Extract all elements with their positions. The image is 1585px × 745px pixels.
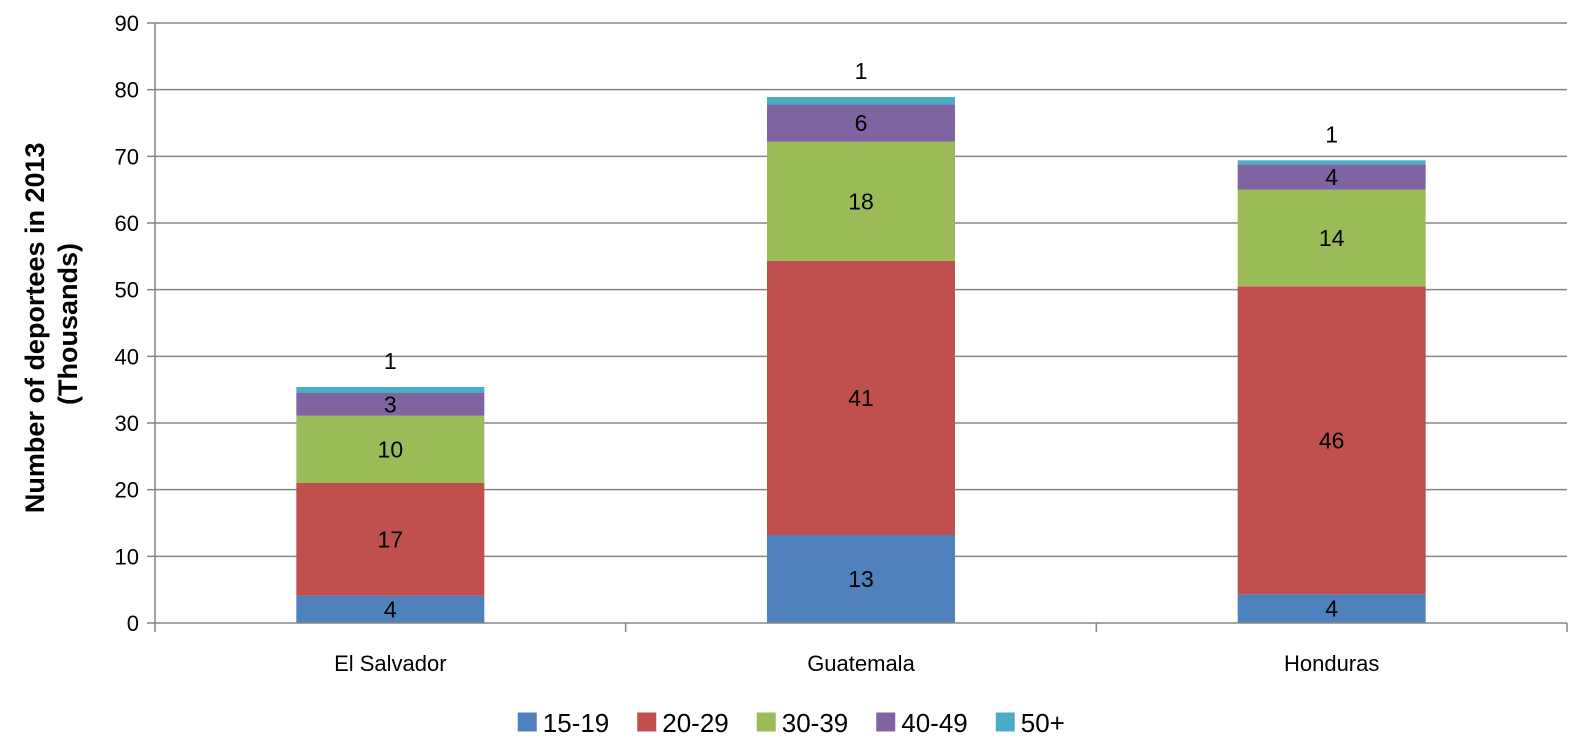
bar-segment [1237,286,1426,595]
bar-segment [767,104,955,142]
data-label: 1 [855,58,868,84]
legend-label: 15-19 [543,708,610,738]
category-label: Guatemala [807,651,915,676]
legend-label: 40-49 [901,708,968,738]
legend-label: 50+ [1021,708,1065,738]
bar-segment [296,387,485,393]
y-axis-label-line-1: Number of deportees in 2013 [20,142,50,513]
y-tick-label: 30 [115,411,139,436]
axes [147,22,1568,632]
legend-swatch [637,712,657,732]
legend-swatch [876,712,896,732]
bar-segment [1237,164,1426,190]
data-label: 41 [848,385,874,411]
y-tick-label: 0 [127,611,139,636]
data-label: 4 [384,596,397,622]
bar-segment [1237,189,1426,287]
legend: 15-19 20-29 30-39 40-49 50+ [517,708,1065,738]
bar-segment [767,261,955,535]
bars [296,97,1426,623]
data-label: 46 [1319,427,1345,453]
y-tick-label: 40 [115,344,139,369]
bar-segment [767,141,955,261]
y-axis-label-line-2: (Thousands) [53,243,83,405]
category-label: Honduras [1284,651,1379,676]
legend-swatch [995,712,1015,732]
data-label: 6 [855,110,868,136]
data-label: 1 [1325,121,1338,147]
data-label: 3 [384,391,397,417]
bar-segment [296,483,485,596]
bar-segment [767,97,955,105]
data-label: 14 [1319,225,1345,251]
y-axis-label: Number of deportees in 2013 (Thousands) [20,135,83,513]
y-tick-label: 10 [115,544,139,569]
data-label: 13 [848,566,874,592]
data-label: 10 [378,436,404,462]
bar-segment [1237,594,1426,623]
bar-segment [1237,160,1426,165]
bar-segment [767,535,955,623]
legend-swatch [756,712,776,732]
y-tick-label: 80 [115,78,139,103]
bar-segment [296,595,485,623]
bar-segment [296,415,485,483]
legend-label: 30-39 [782,708,849,738]
category-label: El Salvador [334,651,447,676]
y-tick-label: 90 [115,11,139,36]
legend-swatch [517,712,537,732]
legend-label: 20-29 [662,708,729,738]
data-label: 18 [848,188,874,214]
data-label: 1 [384,348,397,374]
y-tick-label: 20 [115,478,139,503]
y-tick-labels: 0 10 20 30 40 50 60 70 80 90 [115,11,139,636]
y-tick-label: 60 [115,211,139,236]
y-tick-label: 50 [115,278,139,303]
data-label: 4 [1325,164,1338,190]
data-label: 4 [1325,596,1338,622]
y-tick-label: 70 [115,144,139,169]
bar-segment [296,393,485,416]
data-label: 17 [378,526,404,552]
category-labels: El Salvador Guatemala Honduras [334,651,1379,676]
